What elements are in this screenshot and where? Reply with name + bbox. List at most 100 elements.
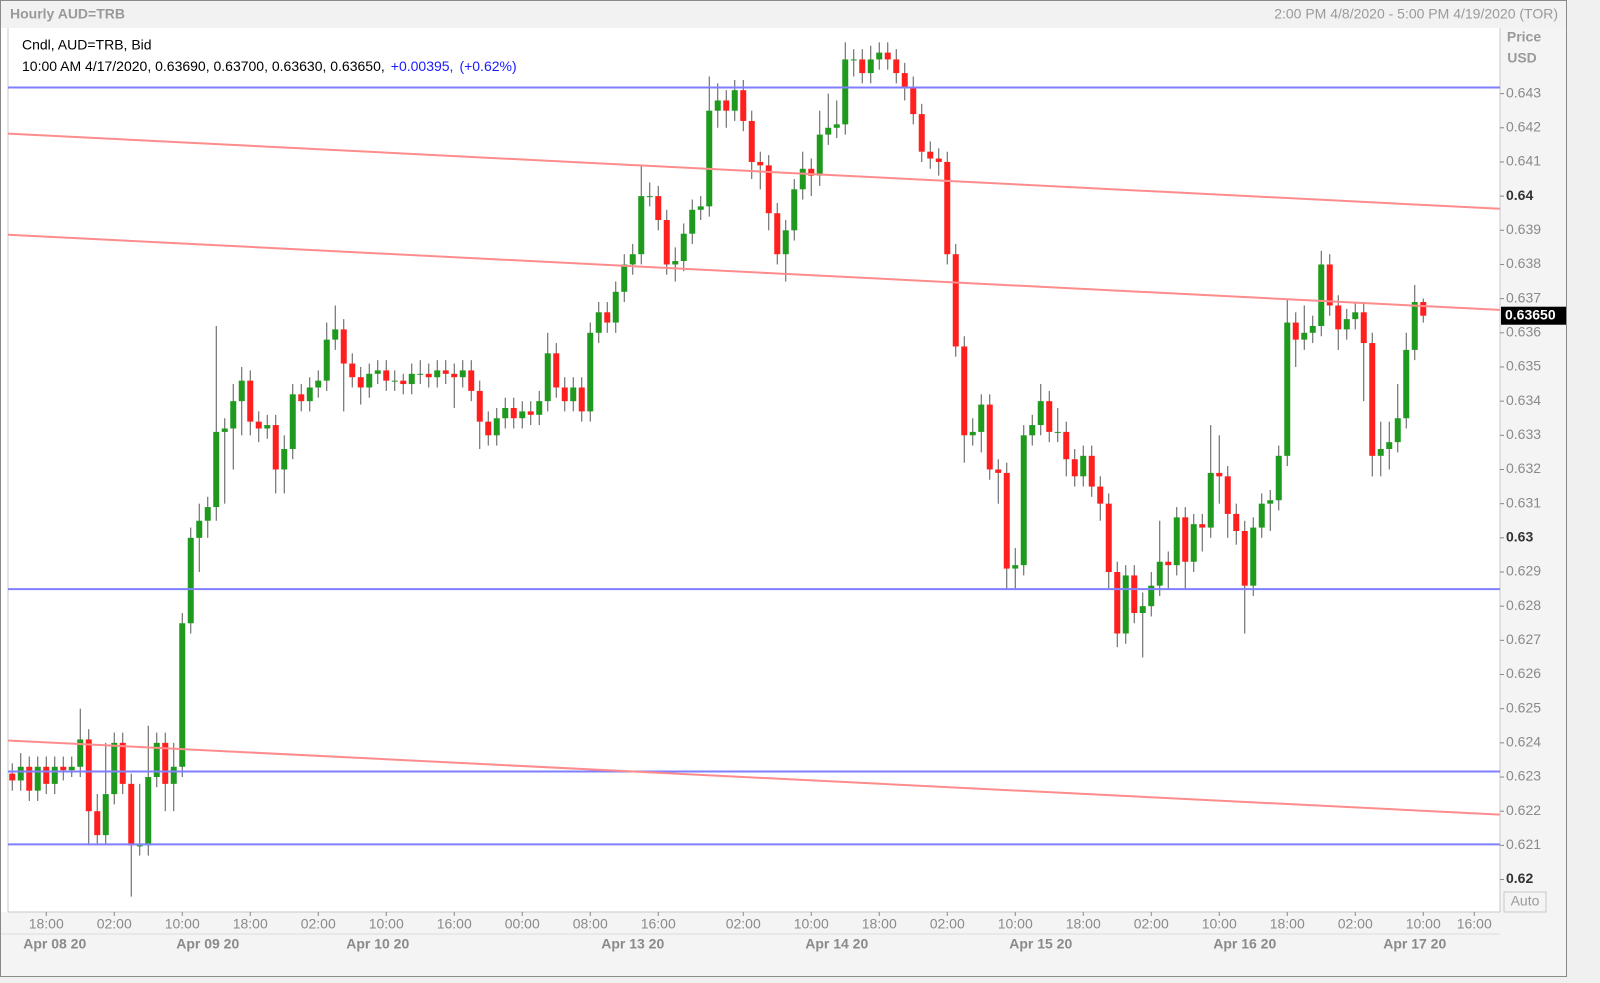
candle-body: [910, 86, 917, 115]
date-label: Apr 16 20: [1213, 936, 1276, 952]
x-tick-label: 18:00: [1270, 916, 1305, 932]
candle-body: [179, 623, 186, 767]
auto-scale-button[interactable]: [1503, 891, 1547, 913]
candle-body: [935, 158, 942, 162]
candle-body: [1182, 517, 1189, 562]
candle-body: [502, 407, 509, 419]
candle-body: [1156, 561, 1163, 586]
candle-body: [204, 507, 211, 521]
candle-body: [740, 90, 747, 121]
window-frame: [0, 0, 1567, 977]
candle-body: [553, 353, 560, 388]
candle-body: [1063, 431, 1070, 460]
candle-body: [961, 346, 968, 436]
candle-body: [1284, 322, 1291, 456]
candle-body: [340, 329, 347, 364]
y-tick-label: 0.627: [1506, 631, 1541, 647]
candle-body: [255, 421, 262, 429]
candle-body: [536, 401, 543, 415]
y-tick-label: 0.624: [1506, 734, 1541, 750]
x-tick-label: 02:00: [97, 916, 132, 932]
date-label: Apr 08 20: [23, 936, 86, 952]
y-tick-label: 0.63: [1506, 529, 1533, 545]
candle-body: [1326, 264, 1333, 306]
candle-body: [1369, 343, 1376, 456]
price-axis-panel: [1500, 28, 1566, 976]
date-label: Apr 10 20: [346, 936, 409, 952]
candle-body: [791, 189, 798, 231]
candle-body: [672, 261, 679, 265]
candle-body: [706, 110, 713, 207]
candle-body: [94, 811, 101, 836]
candle-body: [825, 127, 832, 135]
y-tick-label: 0.639: [1506, 221, 1541, 237]
candle-body: [723, 100, 730, 111]
candle-body: [1224, 476, 1231, 514]
auto-scale-label[interactable]: Auto: [1511, 893, 1540, 909]
candle-body: [128, 783, 135, 846]
price-axis-unit: USD: [1507, 50, 1537, 66]
candle-body: [1292, 322, 1299, 340]
candle-body: [612, 291, 619, 323]
candle-body: [595, 312, 602, 333]
x-tick-label: 02:00: [930, 916, 965, 932]
candle-body: [918, 114, 925, 152]
candle-body: [43, 766, 50, 784]
date-label: Apr 15 20: [1009, 936, 1072, 952]
candle-body: [1071, 459, 1078, 477]
candle-body: [561, 387, 568, 402]
candle-body: [1377, 448, 1384, 456]
candle-body: [272, 425, 279, 470]
y-tick-label: 0.637: [1506, 289, 1541, 305]
legend-change: +0.00395,: [391, 58, 454, 74]
candle-body: [349, 363, 356, 378]
candle-body: [1080, 455, 1087, 477]
candle-body: [876, 52, 883, 60]
candle-body: [621, 264, 628, 292]
candle-body: [468, 370, 475, 391]
candle-body: [901, 73, 908, 87]
candle-body: [1012, 565, 1019, 569]
time-axis-panel: [1, 912, 1500, 976]
candle-body: [162, 742, 169, 784]
candle-body: [213, 431, 220, 508]
candle-body: [1318, 264, 1325, 326]
candle-body: [655, 196, 662, 221]
candle-body: [34, 766, 41, 791]
candle-body: [587, 332, 594, 412]
candle-body: [689, 209, 696, 234]
candle-body: [884, 52, 891, 60]
candle-body: [867, 59, 874, 74]
y-tick-label: 0.629: [1506, 563, 1541, 579]
candle-body: [1003, 472, 1010, 569]
candle-body: [451, 373, 458, 378]
y-tick-label: 0.628: [1506, 597, 1541, 613]
candle-body: [646, 196, 653, 198]
candle-body: [1216, 472, 1223, 477]
candle-body: [332, 329, 339, 340]
candle-body: [400, 380, 407, 385]
y-tick-label: 0.62: [1506, 870, 1533, 886]
legend-ohlc: 10:00 AM 4/17/2020, 0.63690, 0.63700, 0.…: [22, 58, 385, 74]
candle-body: [629, 254, 636, 265]
y-tick-label: 0.643: [1506, 84, 1541, 100]
candle-body: [247, 380, 254, 422]
candle-body: [774, 213, 781, 255]
date-label: Apr 13 20: [601, 936, 664, 952]
y-tick-label: 0.623: [1506, 768, 1541, 784]
trend-line: [7, 739, 1501, 816]
y-tick-label: 0.621: [1506, 836, 1541, 852]
candle-body: [383, 370, 390, 381]
candle-body: [145, 777, 152, 846]
candle-body: [1360, 312, 1367, 344]
candle-body: [9, 773, 16, 781]
candle-body: [731, 90, 738, 111]
candle-body: [1020, 435, 1027, 566]
candle-body: [366, 373, 373, 388]
x-tick-label: 18:00: [862, 916, 897, 932]
candle-body: [1258, 503, 1265, 528]
trend-line: [7, 233, 1501, 311]
candle-body: [281, 448, 288, 470]
candle-body: [170, 766, 177, 784]
candle-body: [442, 370, 449, 374]
